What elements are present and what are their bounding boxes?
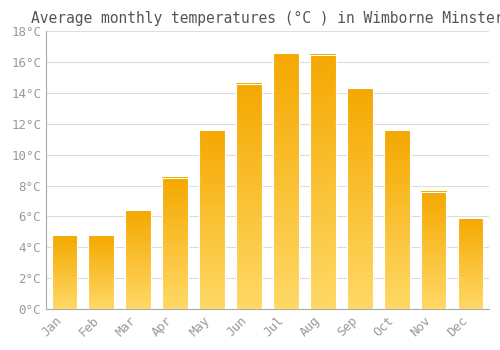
Bar [162,178,188,309]
Bar [126,210,151,309]
Bar [310,55,336,309]
Bar [273,53,299,309]
Bar [384,130,409,309]
Bar [52,235,78,309]
Bar [347,89,372,309]
Bar [458,218,483,309]
Bar [420,192,446,309]
Bar [236,84,262,309]
Bar [199,130,225,309]
Bar [88,235,115,309]
Title: Average monthly temperatures (°C ) in Wimborne Minster: Average monthly temperatures (°C ) in Wi… [31,11,500,26]
